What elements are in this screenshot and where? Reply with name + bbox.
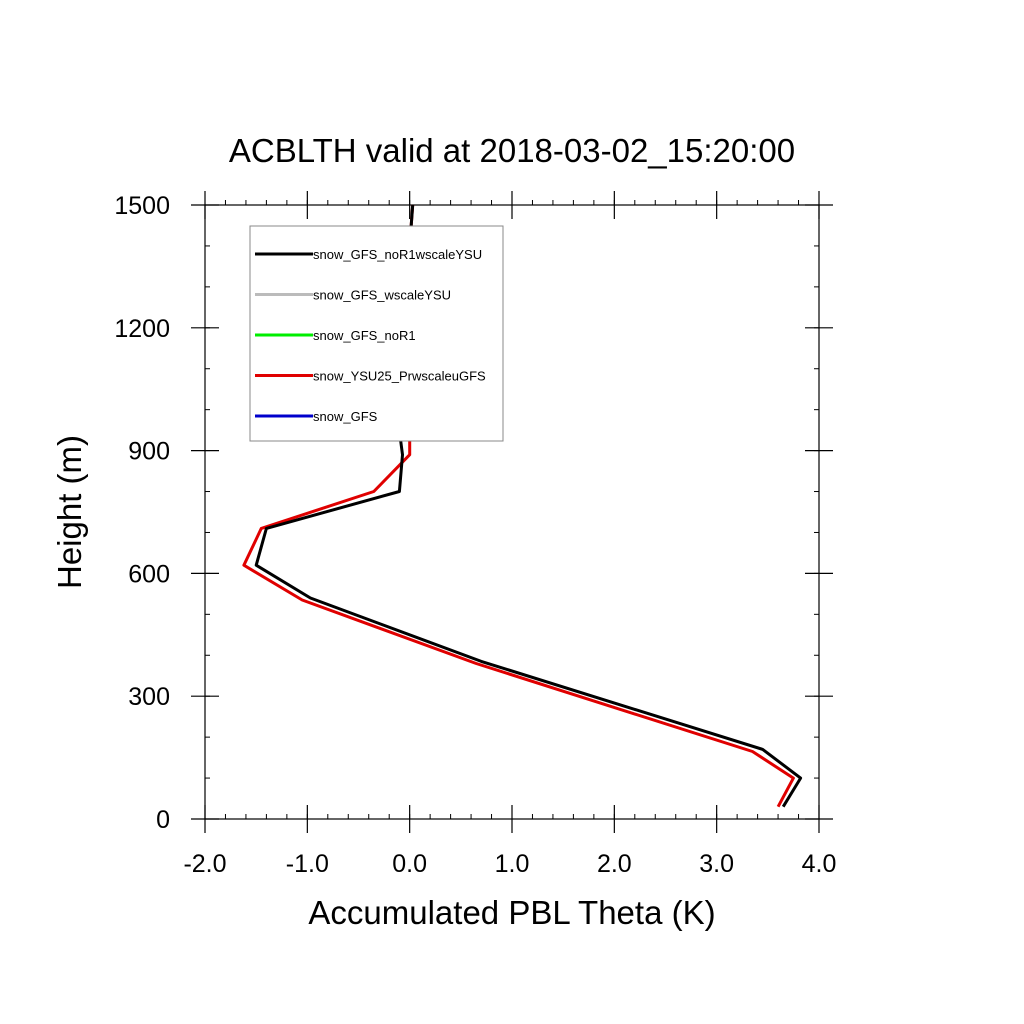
x-tick-label: 4.0 (802, 850, 837, 878)
chart-title: ACBLTH valid at 2018-03-02_15:20:00 (229, 132, 795, 169)
x-tick-label: 3.0 (699, 850, 734, 878)
legend-label: snow_GFS_noR1wscaleYSU (313, 247, 482, 262)
y-axis-label: Height (m) (51, 435, 88, 589)
x-tick-label: 1.0 (495, 850, 530, 878)
y-tick-label: 600 (128, 560, 170, 588)
x-tick-label: 2.0 (597, 850, 632, 878)
legend-label: snow_GFS_noR1 (313, 328, 416, 343)
tick-labels: -2.0 -1.0 0.0 1.0 2.0 3.0 4.0 0 300 600 900 1200 150… (114, 192, 836, 878)
x-axis-label: Accumulated PBL Theta (K) (308, 894, 715, 931)
y-tick-label: 900 (128, 438, 170, 466)
major-ticks (191, 191, 833, 833)
legend: snow_GFS_noR1wscaleYSU snow_GFS_wscaleYSU… (249, 225, 504, 442)
y-tick-label: 1500 (114, 192, 170, 220)
y-tick-label: 300 (128, 683, 170, 711)
legend-label: snow_GFS (313, 409, 378, 424)
x-tick-label: -1.0 (286, 850, 329, 878)
y-tick-label: 1200 (114, 315, 170, 343)
y-tick-label: 0 (156, 806, 170, 834)
legend-label: snow_YSU25_PrwscaleuGFS (313, 369, 486, 384)
x-tick-label: -2.0 (183, 850, 226, 878)
x-tick-label: 0.0 (392, 850, 427, 878)
legend-label: snow_GFS_wscaleYSU (313, 288, 451, 303)
